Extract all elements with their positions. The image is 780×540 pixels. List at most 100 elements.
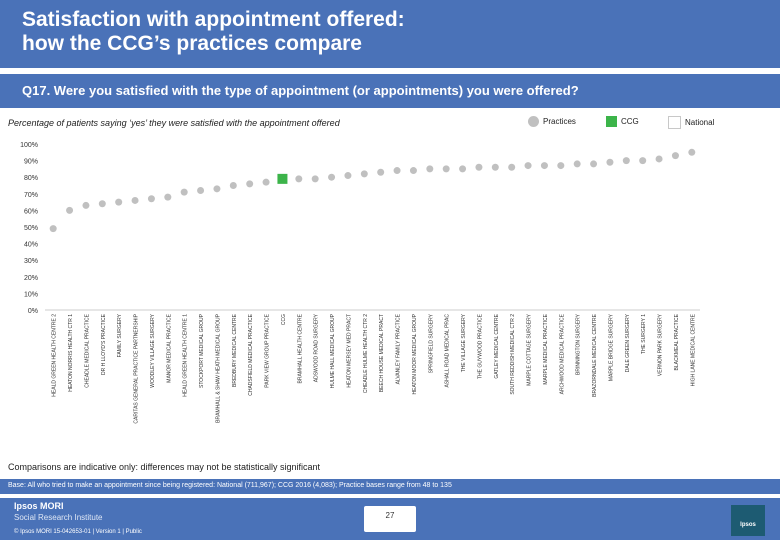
practice-point — [475, 163, 483, 171]
practice-point — [491, 163, 499, 171]
page-title-line-1: Satisfaction with appointment offered: — [22, 8, 405, 31]
logo-subtitle: Social Research Institute — [14, 513, 103, 522]
page-title: Satisfaction with appointment offered: h… — [22, 8, 405, 56]
y-tick-label: 80% — [24, 175, 38, 182]
x-category-label: BREDBURY MEDICAL CENTRE — [232, 313, 238, 387]
practice-point — [671, 152, 679, 160]
practice-point — [540, 162, 548, 170]
x-category-label: BEECH HOUSE MEDICAL PRACT — [379, 314, 385, 392]
ccg-point — [277, 173, 288, 184]
x-category-label: SOUTH REDDISH MEDICAL CTR 2 — [510, 314, 516, 395]
y-tick-label: 40% — [24, 242, 38, 249]
practice-point — [688, 148, 696, 156]
legend-ccg-marker — [606, 116, 617, 127]
x-category-label: BRAZORNDALE MEDICAL CENTRE — [592, 313, 598, 397]
x-category-label: MARPLE MEDICAL PRACTICE — [543, 313, 549, 384]
legend-practices: Practices — [528, 116, 576, 127]
practice-point — [131, 196, 139, 204]
x-category-label: HULME HALL MEDICAL GROUP — [330, 313, 336, 388]
y-tick-label: 70% — [24, 192, 38, 199]
legend-ccg-label: CCG — [621, 117, 639, 126]
x-category-label: STOCKPORT MEDICAL GROUP — [199, 313, 205, 388]
x-category-label: THE SURGERY 1 — [641, 314, 647, 354]
x-category-label: PARK VIEW GROUP PRACTICE — [265, 313, 271, 387]
x-category-label: GATLEY MEDICAL CENTRE — [494, 313, 500, 378]
x-category-label: DALE GREEN SURGERY — [625, 313, 631, 372]
legend-national-label: National — [685, 118, 715, 127]
x-category-label: HEATON MERSEY MED PRACT — [346, 314, 352, 388]
practice-point — [180, 188, 188, 196]
ipsos-logo: Ipsos — [740, 522, 756, 528]
x-category-label: CCG — [281, 314, 287, 325]
x-category-label: ADSWOOD ROAD SURGERY — [314, 313, 320, 382]
y-tick-label: 20% — [24, 275, 38, 282]
practice-point — [311, 175, 319, 183]
practice-point — [295, 175, 303, 183]
practice-point — [442, 165, 450, 173]
y-tick-label: 90% — [24, 159, 38, 166]
legend-ccg: CCG — [606, 116, 639, 127]
practice-point — [557, 162, 565, 170]
page-number-box — [364, 506, 416, 532]
x-category-label: ALVANLEY FAMILY PRACTICE — [396, 313, 402, 384]
practice-point — [508, 163, 516, 171]
x-category-label: SPRINGFIELD SURGERY — [428, 313, 434, 373]
practice-point — [459, 165, 467, 173]
y-tick-label: 10% — [24, 291, 38, 298]
x-category-label: DR H LLOYD'S PRACTICE — [101, 313, 107, 375]
practice-point — [426, 165, 434, 173]
y-tick-label: 30% — [24, 258, 38, 265]
x-category-label: ARCHWOOD MEDICAL PRACTICE — [559, 313, 565, 394]
base-note: Base: All who tried to make an appointme… — [8, 482, 452, 489]
y-tick-label: 100% — [20, 142, 38, 149]
x-category-label: BRAMHALL HEALTH CENTRE — [297, 313, 303, 383]
x-category-label: CHEADLE HULME HEALTH CTR 2 — [363, 314, 369, 393]
practice-point — [606, 158, 614, 166]
ipsos-mori-logo: Ipsos MORI — [14, 501, 64, 511]
comparisons-note: Comparisons are indicative only: differe… — [8, 462, 320, 472]
legend-national-marker — [668, 116, 681, 129]
practice-point — [262, 178, 270, 186]
practice-point — [360, 170, 368, 178]
question-banner — [0, 74, 780, 108]
practice-point — [639, 157, 647, 165]
x-category-label: MARPLE COTTAGE SURGERY — [527, 313, 533, 385]
practice-point — [197, 186, 205, 194]
x-category-label: CHADSFIELD MEDICAL PRACTICE — [248, 313, 254, 395]
x-category-label: MANOR MEDICAL PRACTICE — [166, 313, 172, 382]
x-category-label: HEATON MOOR MEDICAL GROUP — [412, 313, 418, 394]
x-category-label: HEALD GREEN HEALTH CENTRE 1 — [183, 314, 189, 397]
x-category-label: HIGH LANE MEDICAL CENTRE — [690, 313, 696, 386]
x-category-label: BRINNINGTON SURGERY — [576, 313, 582, 375]
title-banner — [0, 0, 780, 68]
x-category-label: BRAMHALL & SHAW HEATH MEDICAL GROUP — [215, 313, 221, 422]
x-category-label: FAMILY SURGERY — [117, 313, 123, 357]
practice-point — [229, 182, 237, 189]
page-number: 27 — [385, 511, 395, 520]
practice-point — [115, 198, 123, 206]
satisfaction-chart: 0% 10% 20% 30% 40% 50% 60% 70% 80% 90% 100% HEALD G… — [20, 142, 700, 424]
y-tick-label: 0% — [28, 308, 38, 315]
practice-point — [409, 167, 417, 175]
practice-point — [147, 195, 155, 203]
legend-practices-marker — [528, 116, 539, 127]
y-tick-label: 50% — [24, 225, 38, 232]
base-bar — [0, 479, 780, 494]
page-title-line-2: how the CCG’s practices compare — [22, 32, 362, 55]
legend-practices-label: Practices — [543, 117, 576, 126]
practice-point — [377, 168, 385, 176]
x-category-label: WOODLEY VILLAGE SURGERY — [150, 313, 156, 387]
practice-point — [66, 206, 74, 214]
x-category-label: THE VILLAGE SURGERY — [461, 313, 467, 372]
chart-subtitle: Percentage of patients saying ‘yes’ they… — [8, 118, 340, 128]
practice-point — [82, 201, 90, 209]
practice-point — [49, 225, 57, 233]
practice-point — [590, 160, 598, 168]
x-category-label: CARITAS GENERAL PRACTICE PARTNERSHIP — [134, 313, 140, 423]
x-category-label: ASHALL ROAD MEDICAL PRAC — [445, 314, 451, 388]
x-category-label: BLACKMEAL PRACTICE — [674, 313, 680, 370]
practice-point — [164, 193, 172, 201]
ipsos-logo-box — [731, 505, 765, 536]
x-category-label: MARPLE BRIDGE SURGERY — [608, 313, 614, 381]
x-category-label: HEATON NORRIS HEALTH CTR 1 — [68, 314, 74, 392]
